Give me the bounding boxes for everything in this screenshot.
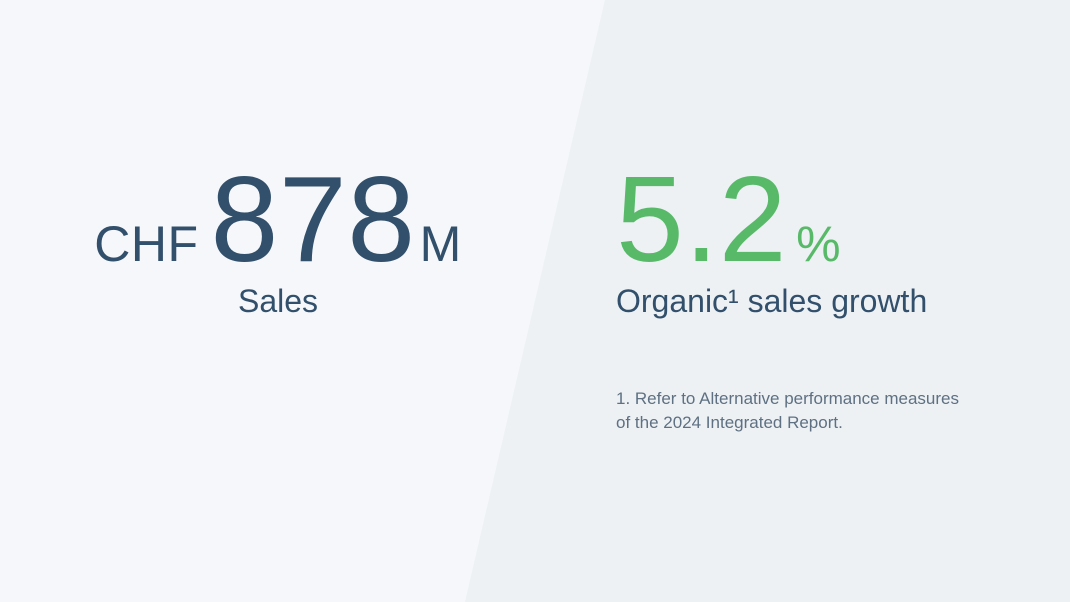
organic-growth-stat: 5.2% Organic¹ sales growth <box>616 158 927 317</box>
growth-value-row: 5.2% <box>616 158 927 280</box>
sales-value: 878 <box>210 151 416 287</box>
sales-unit: M <box>419 216 462 272</box>
growth-unit: % <box>796 216 842 272</box>
footnote-text: 1. Refer to Alternative performance meas… <box>616 389 959 432</box>
sales-label: Sales <box>237 283 319 319</box>
sales-currency: CHF <box>94 216 199 272</box>
sales-value-row: CHF878M <box>0 158 556 280</box>
growth-label: Organic¹ sales growth <box>616 283 928 319</box>
growth-value: 5.2 <box>616 151 788 287</box>
sales-stat: CHF878M Sales <box>0 158 556 317</box>
